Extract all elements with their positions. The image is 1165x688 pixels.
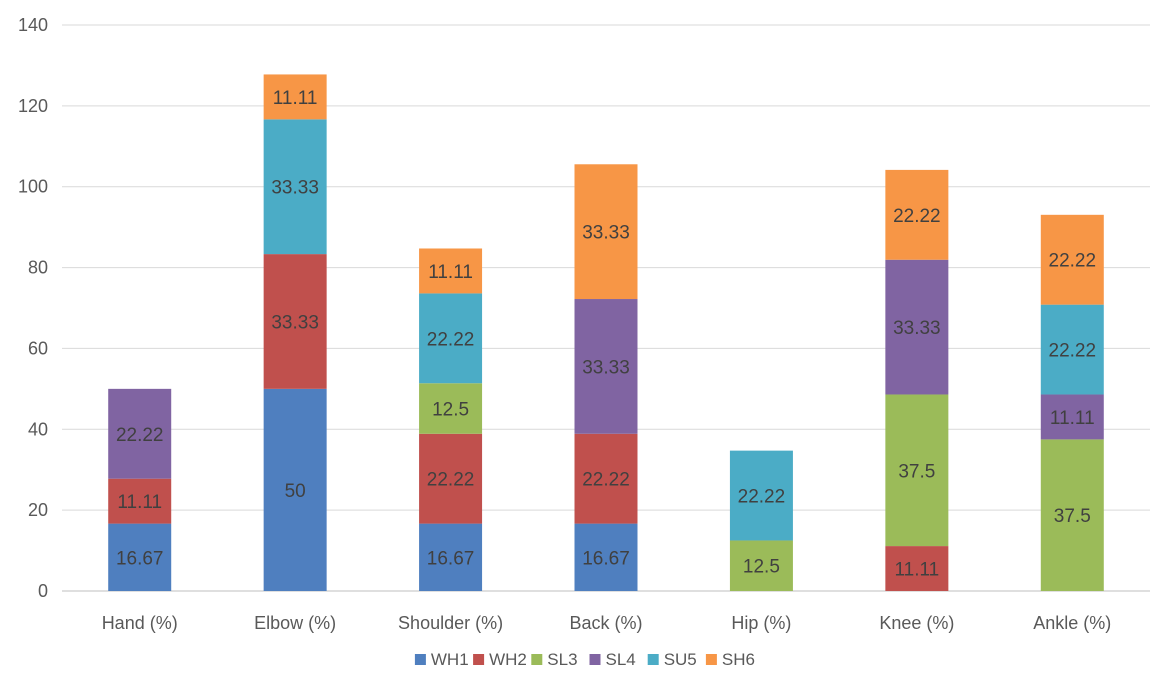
bar-segment-sh6 — [263, 74, 327, 120]
data-label: 22.22 — [582, 470, 630, 491]
bar-segment-wh2 — [885, 546, 949, 591]
legend-swatch — [647, 654, 659, 665]
data-label: 33.33 — [271, 178, 319, 199]
data-label: 22.22 — [427, 329, 475, 350]
y-tick-label: 120 — [18, 96, 48, 116]
legend-label: WH2 — [489, 650, 527, 669]
bar-segment-wh1 — [108, 523, 172, 591]
legend-swatch — [473, 654, 485, 665]
y-tick-label: 140 — [18, 15, 48, 35]
y-tick-label: 80 — [28, 258, 48, 278]
x-tick-label: Elbow (%) — [254, 613, 336, 633]
bar-segment-sh6 — [574, 164, 638, 300]
legend-item-wh1: WH1 — [414, 650, 469, 669]
legend-swatch — [705, 654, 717, 665]
bar-segment-sl3 — [419, 383, 483, 434]
data-label: 50 — [285, 481, 306, 502]
data-label: 22.22 — [1049, 251, 1097, 272]
legend-label: SL3 — [547, 650, 577, 669]
bar-segment-sl4 — [1040, 394, 1104, 440]
bar-segment-sl4 — [108, 388, 172, 479]
data-label: 11.11 — [1050, 408, 1095, 429]
x-tick-label: Hand (%) — [102, 613, 178, 633]
data-label: 11.11 — [894, 560, 939, 581]
data-label: 16.67 — [116, 548, 164, 569]
bar-segment-sl4 — [574, 299, 638, 434]
legend: WH1 WH2 SL3 SL4 SU5 SH6 — [414, 650, 755, 669]
y-tick-label: 20 — [28, 500, 48, 520]
x-tick-label: Shoulder (%) — [398, 613, 503, 633]
x-axis-tick-labels: Hand (%) Elbow (%) Shoulder (%) Back (%) Hip… — [102, 613, 1112, 633]
legend-item-sl3: SL3 — [531, 650, 578, 669]
data-label: 22.22 — [1049, 341, 1097, 362]
y-tick-label: 0 — [38, 581, 48, 601]
bar-segment-wh1 — [419, 523, 483, 591]
y-axis-tick-labels: 0 20 40 60 80 100 120 140 — [18, 15, 48, 601]
data-label: 12.5 — [743, 557, 780, 578]
data-label: 33.33 — [582, 357, 630, 378]
bar-segment-sl3 — [885, 394, 949, 547]
bar-segment-wh2 — [419, 433, 483, 524]
data-label: 33.33 — [582, 223, 630, 244]
legend-swatch — [531, 654, 543, 665]
bar-segment-wh2 — [574, 433, 638, 524]
y-tick-label: 40 — [28, 419, 48, 439]
bar-segment-su5 — [1040, 304, 1104, 395]
bar-segment-sl4 — [885, 259, 949, 395]
data-label: 22.22 — [116, 425, 164, 446]
bar-segment-sl3 — [729, 540, 793, 591]
data-label: 16.67 — [582, 548, 630, 569]
bar-segment-sh6 — [1040, 214, 1104, 305]
bar-segment-sh6 — [885, 169, 949, 260]
legend-swatch — [414, 654, 426, 665]
x-tick-label: Knee (%) — [879, 613, 954, 633]
legend-label: WH1 — [431, 650, 469, 669]
bar-segment-wh1 — [263, 388, 327, 591]
bar-segment-su5 — [263, 119, 327, 255]
data-label: 11.11 — [428, 262, 473, 283]
data-label: 22.22 — [738, 487, 786, 508]
data-label: 37.5 — [1054, 506, 1091, 527]
bar-segment-sl3 — [1040, 439, 1104, 591]
legend-item-su5: SU5 — [647, 650, 697, 669]
data-label: 11.11 — [273, 88, 318, 109]
bar-segment-sh6 — [419, 248, 483, 294]
data-label: 37.5 — [898, 461, 935, 482]
data-label: 16.67 — [427, 548, 475, 569]
bar-segment-wh1 — [574, 523, 638, 591]
data-labels: 16.67 11.11 22.22 50 33.33 33.33 11.11 16.67 22.… — [116, 88, 1096, 581]
data-label: 22.22 — [893, 206, 941, 227]
x-tick-label: Hip (%) — [731, 613, 791, 633]
legend-item-wh2: WH2 — [473, 650, 527, 669]
bar-segment-wh2 — [108, 478, 172, 524]
data-label: 33.33 — [893, 318, 941, 339]
y-tick-label: 60 — [28, 338, 48, 358]
legend-item-sh6: SH6 — [705, 650, 755, 669]
y-tick-label: 100 — [18, 177, 48, 197]
x-tick-label: Ankle (%) — [1033, 613, 1111, 633]
legend-label: SU5 — [664, 650, 697, 669]
legend-item-sl4: SL4 — [589, 650, 636, 669]
legend-label: SL4 — [606, 650, 636, 669]
bars — [108, 74, 1104, 591]
legend-swatch — [589, 654, 601, 665]
bar-segment-su5 — [419, 293, 483, 384]
bar-segment-wh2 — [263, 254, 327, 389]
legend-label: SH6 — [722, 650, 755, 669]
data-label: 33.33 — [271, 312, 319, 333]
data-label: 12.5 — [432, 400, 469, 421]
x-tick-label: Back (%) — [569, 613, 642, 633]
data-label: 11.11 — [117, 492, 162, 513]
data-label: 22.22 — [427, 470, 475, 491]
bar-segment-su5 — [729, 450, 793, 541]
